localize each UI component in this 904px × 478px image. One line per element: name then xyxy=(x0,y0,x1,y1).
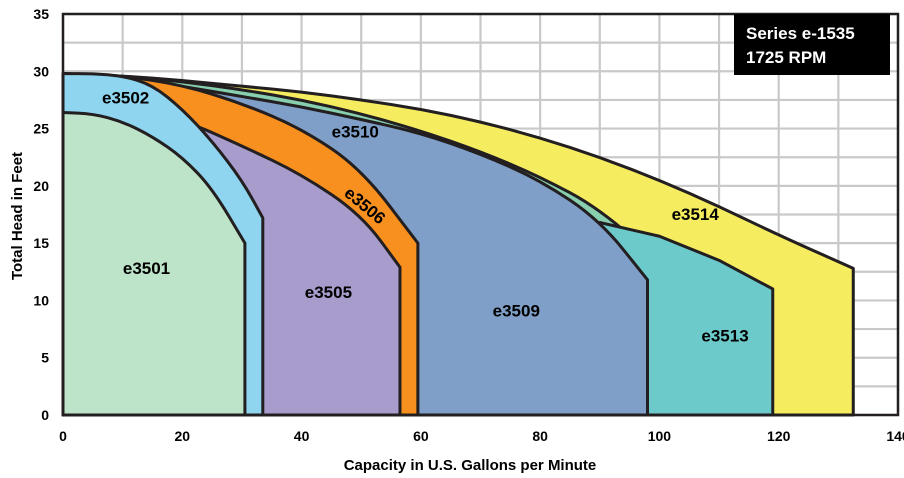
region-label-e3505: e3505 xyxy=(305,283,352,302)
x-tick-label: 80 xyxy=(532,428,548,444)
region-label-e3502: e3502 xyxy=(102,88,149,107)
x-tick-label: 140 xyxy=(886,428,904,444)
y-tick-label: 25 xyxy=(33,121,49,137)
region-label-e3501: e3501 xyxy=(123,259,170,278)
series-name: Series e-1535 xyxy=(746,24,855,43)
x-tick-label: 0 xyxy=(59,428,67,444)
y-tick-label: 30 xyxy=(33,63,49,79)
pump-regions xyxy=(61,72,855,417)
x-axis-title: Capacity in U.S. Gallons per Minute xyxy=(344,457,597,474)
series-rpm: 1725 RPM xyxy=(746,48,826,67)
series-info-box: Series e-1535 1725 RPM xyxy=(734,14,890,75)
y-tick-label: 5 xyxy=(41,350,49,366)
region-label-e3514: e3514 xyxy=(672,205,720,224)
plot-frame xyxy=(61,12,900,417)
axes: 0 20 40 60 80 100 120 140 0 5 10 15 20 25 30 35 xyxy=(33,6,904,444)
region-label-e3510: e3510 xyxy=(332,123,379,142)
x-tick-label: 120 xyxy=(767,428,791,444)
y-tick-label: 15 xyxy=(33,235,49,251)
y-tick-label: 10 xyxy=(33,292,49,308)
region-label-e3509: e3509 xyxy=(493,301,540,320)
y-axis-title: Total Head in Feet xyxy=(9,152,26,280)
region-label-e3513: e3513 xyxy=(701,327,748,346)
x-tick-label: 60 xyxy=(413,428,429,444)
x-tick-label: 40 xyxy=(294,428,310,444)
region-e3501 xyxy=(61,111,247,417)
x-tick-label: 100 xyxy=(648,428,672,444)
y-tick-label: 20 xyxy=(33,178,49,194)
x-tick-label: 20 xyxy=(174,428,190,444)
y-tick-label: 35 xyxy=(33,6,49,22)
y-tick-label: 0 xyxy=(41,407,49,423)
